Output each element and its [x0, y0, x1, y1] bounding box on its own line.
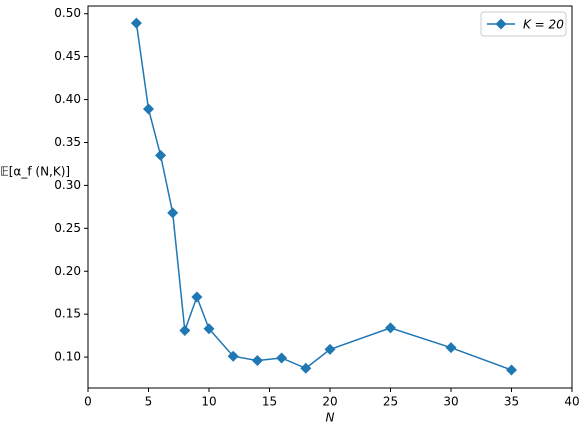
x-tick-label: 5	[145, 395, 153, 409]
data-point	[385, 322, 396, 334]
legend-box	[480, 11, 567, 37]
x-tick-label: 0	[84, 395, 92, 409]
y-tick-label: 0.50	[54, 6, 81, 20]
x-tick-label: 15	[262, 395, 277, 409]
y-tick-label: 0.30	[54, 178, 81, 192]
x-tick-label: 30	[443, 395, 458, 409]
data-point	[324, 343, 336, 355]
legend-label: K = 20	[523, 18, 564, 32]
y-tick-label: 0.10	[54, 350, 81, 364]
x-tick-label: 20	[322, 395, 337, 409]
data-point	[130, 17, 142, 29]
data-point	[506, 364, 517, 376]
data-point	[203, 323, 215, 335]
x-axis-label: N	[326, 411, 335, 425]
y-axis-label: 𝔼[α_f (N,K)]	[0, 165, 70, 179]
data-point	[179, 324, 191, 336]
data-point	[143, 103, 154, 115]
y-tick-label: 0.35	[54, 135, 81, 149]
data-point	[155, 149, 167, 161]
x-tick-label: 40	[564, 395, 579, 409]
x-tick-label: 25	[383, 395, 398, 409]
data-point	[445, 342, 457, 354]
plot-frame	[87, 5, 573, 389]
data-point	[167, 207, 179, 219]
y-tick-label: 0.45	[54, 49, 81, 63]
y-tick-label: 0.20	[54, 264, 81, 278]
data-point	[191, 291, 203, 303]
data-point	[276, 352, 288, 364]
data-point	[227, 350, 239, 362]
y-tick-label: 0.40	[54, 92, 81, 106]
y-tick-label: 0.25	[54, 221, 81, 235]
legend-marker	[495, 18, 507, 30]
series-line	[135, 23, 512, 371]
x-tick-label: 10	[201, 395, 216, 409]
y-tick-label: 0.15	[54, 307, 81, 321]
data-point	[251, 355, 263, 367]
data-point	[300, 362, 312, 374]
x-tick-label: 35	[504, 395, 519, 409]
